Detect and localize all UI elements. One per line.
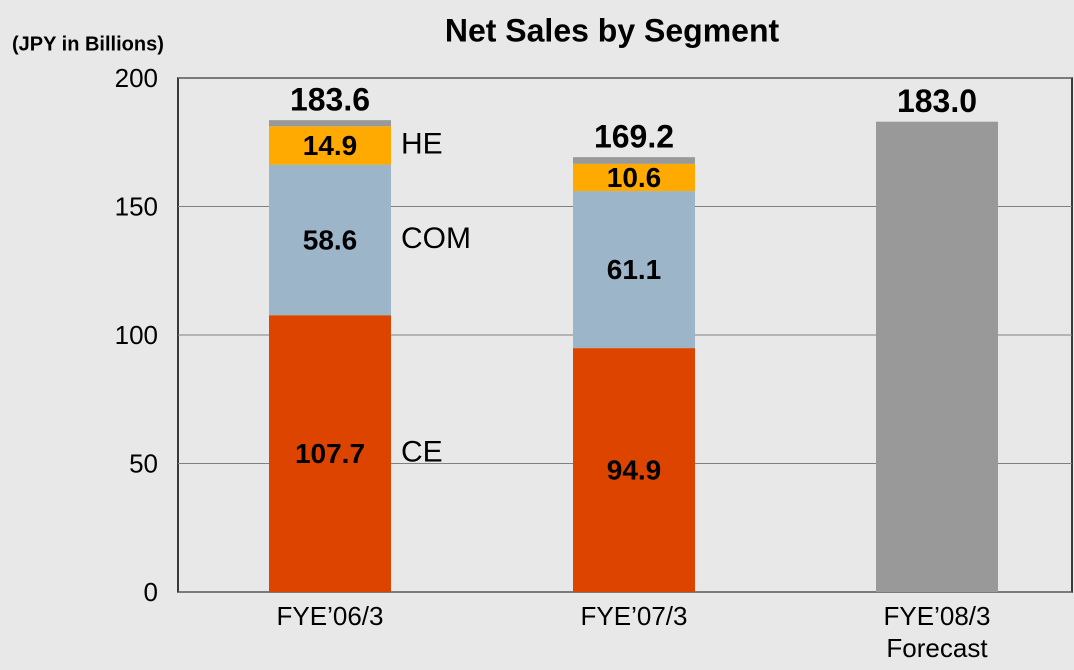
data-label: 94.9 [607, 454, 662, 485]
data-label: 61.1 [607, 254, 662, 285]
y-axis-label: (JPY in Billions) [12, 33, 164, 55]
y-tick-label: 0 [144, 577, 158, 607]
series-label: HE [401, 127, 443, 160]
y-tick-label: 100 [115, 320, 158, 350]
bar-segment [269, 164, 391, 316]
bar-segment [573, 163, 695, 192]
y-tick-label: 50 [129, 448, 158, 478]
total-label: 169.2 [594, 119, 674, 155]
x-tick-label-line: Forecast [886, 633, 988, 663]
data-label: 10.6 [607, 162, 662, 193]
data-label: 14.9 [303, 130, 358, 161]
total-label: 183.0 [897, 83, 977, 119]
bar-segment [269, 315, 391, 592]
x-tick-label: FYE’06/3 [277, 601, 384, 631]
y-tick-label: 200 [115, 63, 158, 93]
data-label: 107.7 [295, 438, 365, 469]
bar-segment [573, 191, 695, 349]
series-label: COM [401, 222, 471, 255]
chart-title: Net Sales by Segment [445, 12, 780, 48]
bar-segment [269, 126, 391, 165]
x-tick-label: FYE’07/3 [581, 601, 688, 631]
x-tick-label: FYE’08/3 Forecast [884, 601, 991, 663]
bar-segment [573, 157, 695, 164]
bar-segment [876, 121, 998, 592]
bar-segment [573, 348, 695, 592]
series-label: CE [401, 436, 443, 469]
bar-segment [269, 120, 391, 127]
x-tick-label-line: FYE’08/3 [884, 601, 991, 631]
y-tick-label: 150 [115, 191, 158, 221]
data-label: 58.6 [303, 224, 358, 255]
total-label: 183.6 [290, 82, 370, 118]
